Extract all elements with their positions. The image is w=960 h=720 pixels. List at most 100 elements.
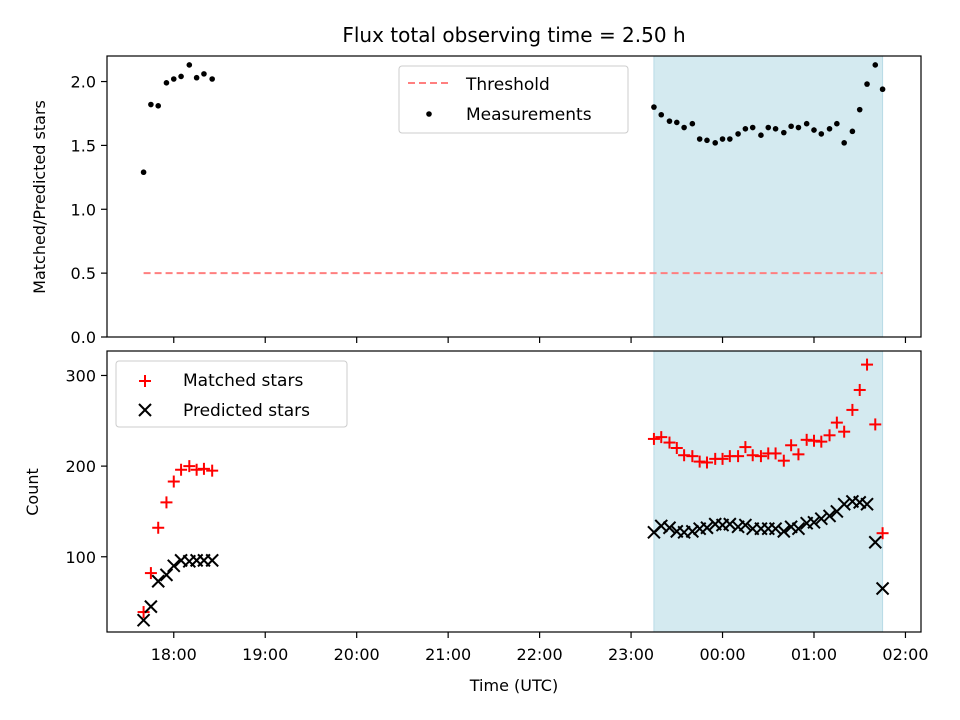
measurements-point: [186, 62, 193, 68]
measurements-point: [849, 128, 856, 135]
bottom-x-tick-label: 23:00: [608, 645, 654, 664]
measurements-point: [803, 120, 810, 127]
bottom-legend: Matched stars Predicted stars: [115, 360, 348, 428]
top-y-tick-label: 1.5: [71, 136, 96, 155]
bottom-x-tick-label: 01:00: [791, 645, 837, 664]
matched-stars-point: [152, 521, 165, 534]
predicted-stars-point: [662, 521, 677, 535]
predicted-stars-point: [738, 518, 753, 532]
x-axis-label: Time (UTC): [469, 676, 558, 695]
measurements-point: [765, 124, 772, 131]
matched-stars-point: [160, 496, 173, 509]
measurements-point: [170, 76, 177, 82]
matched-stars-point: [144, 567, 157, 580]
predicted-stars-point: [837, 497, 851, 511]
bottom-x-ticks: 18:00 19:00 20:00 21:00 22:00 23:00 00:00 01:00…: [151, 632, 929, 664]
matched-stars-point: [206, 464, 219, 477]
top-shaded-span: [653, 55, 884, 338]
predicted-stars-point: [167, 559, 181, 573]
matched-stars-point: [716, 452, 729, 465]
bottom-panel: 100 200 300 18:00 19:00 20:00 21:00 22:00 23:00…: [23, 350, 929, 695]
measurements-point: [758, 132, 764, 138]
measurements-point: [712, 140, 719, 146]
measurements-point: [140, 169, 147, 176]
measurements-point: [742, 126, 749, 132]
matched-stars-point: [175, 463, 188, 476]
top-panel: 0.00.51.01.52.0 Matched/Predicted stars …: [30, 55, 922, 347]
matched-stars-point: [663, 436, 676, 449]
matched-stars-point: [183, 460, 196, 473]
predicted-stars-point: [875, 581, 890, 596]
bottom-x-tick-label: 02:00: [882, 645, 928, 664]
matched-stars-point: [769, 447, 782, 460]
predicted-stars-point: [860, 497, 874, 511]
measurements-point: [674, 119, 680, 126]
bottom-shaded-region: [653, 350, 884, 633]
bottom-y-ticks: 100 200 300: [65, 366, 107, 567]
bottom-y-tick-label: 300: [65, 366, 96, 385]
predicted-stars-point: [700, 521, 714, 535]
predicted-stars-point: [777, 524, 791, 539]
predicted-stars-point: [205, 553, 219, 568]
matched-stars-point: [647, 432, 660, 445]
matched-stars-point: [754, 450, 767, 463]
matched-stars-point: [197, 462, 210, 475]
threshold-legend-label: Threshold: [465, 75, 550, 95]
matched-stars-point: [686, 450, 699, 463]
bottom-legend-box: [115, 360, 348, 428]
measurements-point: [818, 131, 825, 137]
bottom-series-layer: [136, 358, 890, 627]
measurements-point: [689, 120, 696, 127]
top-y-tick-label: 0.0: [71, 328, 96, 347]
top-y-axis-label: Matched/Predicted stars: [30, 100, 49, 294]
matched-stars-point: [823, 429, 836, 442]
matched-legend-label: Matched stars: [183, 371, 303, 391]
measurements-point: [148, 101, 154, 108]
matched-stars-point: [861, 358, 874, 371]
measurements-point: [719, 136, 726, 142]
predicted-stars-point: [144, 599, 158, 614]
predicted-stars-point: [822, 509, 837, 523]
measurements-point: [864, 81, 870, 87]
bottom-x-tick-label: 18:00: [151, 645, 197, 664]
measurements-point: [788, 123, 794, 130]
measurements-point: [879, 86, 886, 93]
matched-stars-point: [830, 416, 843, 429]
predicted-stars-point: [814, 511, 829, 526]
bottom-y-tick-label: 100: [65, 548, 96, 567]
bottom-y-axis-label: Count: [23, 468, 42, 516]
top-y-tick-label: 2.0: [71, 73, 96, 92]
measurements-point: [834, 120, 840, 127]
predicted-stars-point: [807, 515, 821, 530]
measurements-point: [826, 126, 833, 132]
measurements-point: [696, 136, 703, 142]
measurements-point: [841, 140, 847, 146]
predicted-stars-point: [685, 524, 700, 539]
chart-title: Flux total observing time = 2.50 h: [342, 23, 685, 47]
measurements-legend-label: Measurements: [466, 105, 592, 125]
matched-stars-point: [853, 383, 866, 396]
measurements-point: [727, 136, 733, 142]
predicted-stars-point: [159, 568, 174, 582]
bottom-axes-frame: [106, 350, 922, 633]
measurements-point: [811, 127, 817, 133]
measurements-point: [201, 71, 207, 77]
matched-stars-point: [785, 439, 798, 452]
matched-stars-point: [137, 606, 150, 619]
measurements-point: [163, 80, 170, 86]
measurements-point: [651, 104, 657, 110]
bottom-x-tick-label: 22:00: [517, 645, 563, 664]
matched-stars-point: [670, 441, 683, 454]
predicted-legend-label: Predicted stars: [183, 401, 310, 421]
predicted-stars-point: [723, 517, 737, 531]
measurements-point: [666, 118, 673, 124]
bottom-x-tick-label: 21:00: [425, 645, 471, 664]
measurements-point: [704, 137, 710, 144]
measurements-point: [856, 106, 863, 113]
measurements-point: [193, 74, 200, 81]
top-shaded-region: [653, 55, 884, 338]
measurements-point: [772, 126, 779, 132]
predicted-legend-swatch: [138, 403, 152, 417]
predicted-stars-point: [868, 535, 882, 549]
measurements-point: [749, 124, 756, 131]
